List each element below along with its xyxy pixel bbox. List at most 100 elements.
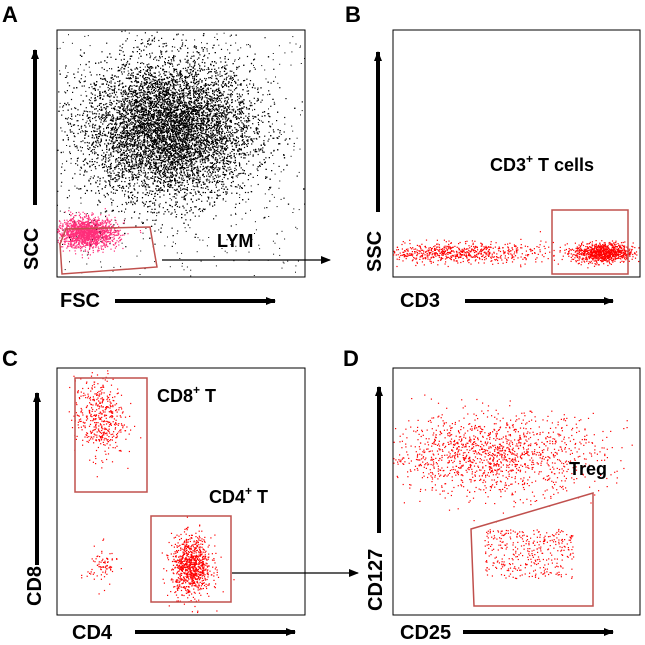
data-point <box>245 115 247 117</box>
data-point <box>254 103 256 105</box>
data-point <box>118 106 120 108</box>
data-point <box>146 129 148 131</box>
data-point <box>183 122 185 124</box>
data-point <box>185 209 187 211</box>
data-point <box>132 51 134 53</box>
data-point <box>139 131 141 134</box>
data-point <box>140 106 143 108</box>
data-point <box>124 103 126 105</box>
data-point <box>164 121 167 123</box>
data-point <box>132 163 134 165</box>
data-point <box>158 79 160 81</box>
data-point <box>173 124 175 126</box>
data-point <box>146 140 148 142</box>
data-point <box>189 219 192 221</box>
data-point <box>101 67 103 69</box>
data-point <box>216 101 218 103</box>
data-point <box>156 111 159 113</box>
data-point <box>116 123 118 125</box>
data-point <box>301 101 303 103</box>
data-point <box>215 146 217 148</box>
data-point <box>112 114 114 116</box>
data-point <box>171 171 173 173</box>
data-point <box>161 124 163 126</box>
data-point <box>160 118 162 121</box>
data-point <box>114 130 116 132</box>
data-point <box>212 164 214 167</box>
data-point <box>126 77 128 79</box>
data-point <box>269 125 271 127</box>
data-point <box>225 191 227 193</box>
data-point <box>175 106 177 108</box>
data-point <box>103 194 105 196</box>
data-point <box>121 172 123 174</box>
data-point <box>133 47 135 49</box>
data-point <box>188 138 190 140</box>
data-point <box>178 143 180 145</box>
data-point <box>218 189 220 191</box>
data-point <box>195 47 197 50</box>
data-point <box>135 104 138 106</box>
data-point <box>171 118 173 120</box>
data-point <box>221 85 223 87</box>
data-point <box>178 93 180 95</box>
data-point <box>182 34 184 36</box>
data-point <box>163 84 165 87</box>
data-point <box>124 97 126 99</box>
data-point <box>110 137 112 139</box>
data-point <box>160 106 162 108</box>
data-point <box>180 131 182 133</box>
data-point <box>104 143 106 145</box>
data-point <box>94 94 96 96</box>
data-point <box>177 114 179 116</box>
data-point <box>199 178 201 180</box>
data-point <box>203 106 205 108</box>
data-point <box>201 126 203 128</box>
data-point <box>139 169 141 171</box>
data-point <box>129 91 131 93</box>
data-point <box>144 180 146 183</box>
data-point <box>164 101 167 103</box>
data-point <box>91 102 93 104</box>
data-point <box>122 141 125 143</box>
data-point <box>126 62 128 64</box>
data-point <box>258 148 260 150</box>
data-point <box>179 128 181 130</box>
data-point <box>122 127 124 129</box>
data-point <box>107 86 109 89</box>
data-point <box>177 149 179 151</box>
data-point <box>213 82 215 84</box>
data-point <box>136 85 138 87</box>
data-point <box>223 143 226 145</box>
data-point <box>247 198 250 200</box>
data-point <box>61 114 63 116</box>
data-point <box>121 190 123 192</box>
data-point <box>157 166 159 168</box>
data-point <box>193 95 195 97</box>
data-point <box>119 83 121 85</box>
data-point <box>163 111 165 113</box>
data-point <box>131 112 133 115</box>
data-point <box>166 98 168 100</box>
data-point <box>150 167 152 169</box>
data-point <box>121 103 123 105</box>
data-point <box>204 146 206 148</box>
data-point <box>160 146 163 148</box>
panel-a: SCC FSC LYM <box>21 29 331 312</box>
data-point <box>200 137 202 140</box>
data-point <box>124 181 126 183</box>
data-point <box>246 55 249 58</box>
data-point <box>172 88 174 90</box>
data-point <box>196 133 198 135</box>
data-point <box>180 48 182 50</box>
data-point <box>163 94 165 96</box>
data-point <box>188 129 190 131</box>
data-point <box>139 130 141 132</box>
data-point <box>175 128 178 130</box>
data-point <box>152 78 154 80</box>
data-point <box>216 121 219 123</box>
data-point <box>173 146 175 148</box>
data-point <box>178 75 180 77</box>
data-point <box>181 167 183 169</box>
data-point <box>178 131 180 134</box>
